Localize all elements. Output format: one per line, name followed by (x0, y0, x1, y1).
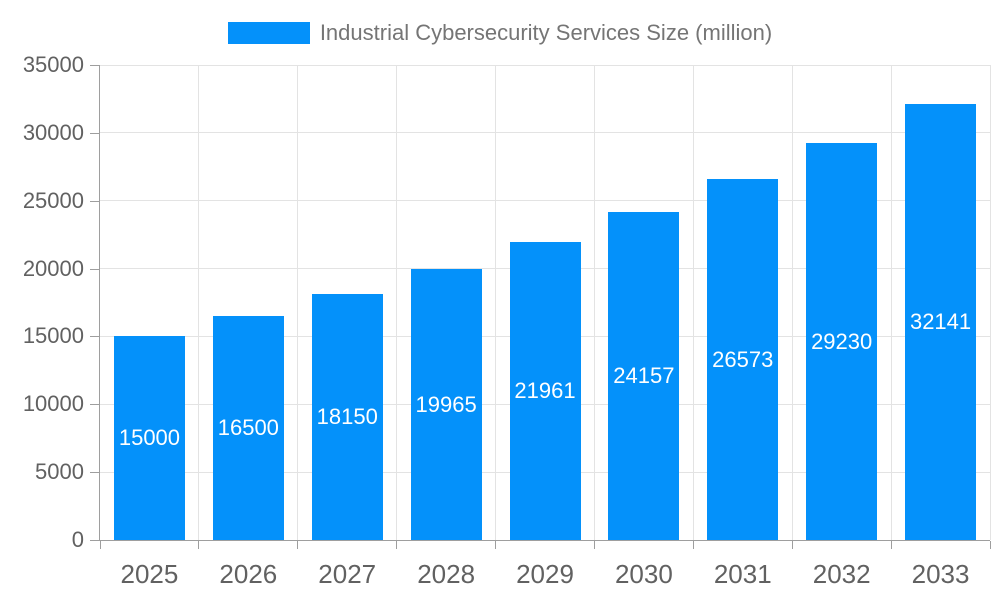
v-gridline (297, 65, 299, 540)
x-tick-label: 2028 (417, 559, 476, 589)
bar-value-label: 19965 (415, 391, 477, 417)
bar (608, 212, 680, 540)
h-gridline (100, 64, 990, 66)
v-gridline (989, 65, 991, 540)
y-tick (90, 65, 100, 66)
y-tick (90, 540, 100, 541)
y-axis-line (99, 65, 100, 540)
v-gridline (198, 65, 200, 540)
legend[interactable]: Industrial Cybersecurity Services Size (… (0, 21, 1000, 45)
bar-value-label: 16500 (217, 415, 279, 441)
v-gridline (396, 65, 398, 540)
y-tick-label: 15000 (22, 323, 84, 349)
x-tick-label: 2033 (911, 559, 970, 589)
x-tick (989, 541, 991, 549)
bar (509, 241, 581, 540)
bar (905, 103, 977, 540)
v-gridline (593, 65, 595, 540)
y-tick-label: 5000 (35, 459, 84, 485)
y-tick-label: 10000 (22, 391, 84, 417)
bar-value-label: 29230 (811, 328, 873, 354)
y-tick-label: 25000 (22, 187, 84, 213)
x-tick-label: 2026 (219, 559, 278, 589)
bar (311, 293, 383, 540)
x-tick (99, 541, 101, 549)
x-tick (297, 541, 299, 549)
bar (212, 316, 284, 540)
x-tick (890, 541, 892, 549)
bar-value-label: 18150 (316, 403, 378, 429)
v-gridline (495, 65, 497, 540)
x-tick (198, 541, 200, 549)
v-gridline (692, 65, 694, 540)
x-tick-label: 2030 (614, 559, 673, 589)
y-tick (90, 268, 100, 270)
x-tick (692, 541, 694, 549)
bar-value-label: 32141 (909, 308, 972, 334)
h-gridline (100, 200, 990, 202)
h-gridline (100, 132, 990, 134)
y-tick-label: 30000 (22, 119, 84, 145)
x-tick-label: 2032 (812, 559, 871, 589)
y-tick (90, 404, 100, 406)
legend-swatch-icon (227, 22, 310, 44)
bar-value-label: 26573 (712, 346, 774, 372)
y-tick (90, 336, 100, 338)
bar-value-label: 24157 (613, 363, 675, 389)
x-tick (593, 541, 595, 549)
bar (113, 336, 185, 540)
y-tick (90, 472, 100, 474)
v-gridline (791, 65, 793, 540)
y-tick-label: 35000 (22, 52, 84, 77)
bar-value-label: 15000 (118, 425, 181, 451)
v-gridline (890, 65, 892, 540)
legend-label: Industrial Cybersecurity Services Size (… (319, 20, 773, 45)
x-tick (791, 541, 793, 549)
x-tick-label: 2029 (516, 559, 574, 589)
bar (410, 269, 482, 540)
x-tick (495, 541, 497, 549)
bar (806, 143, 878, 540)
x-tick-label: 2031 (713, 559, 772, 589)
y-tick (90, 132, 100, 134)
x-axis-line (100, 540, 990, 541)
x-tick-label: 2025 (120, 559, 179, 589)
y-tick-label: 20000 (22, 255, 84, 281)
x-tick (396, 541, 398, 549)
bar-value-label: 21961 (514, 377, 576, 403)
x-tick-label: 2027 (318, 559, 377, 589)
bar (707, 179, 779, 540)
y-tick (90, 200, 100, 202)
y-tick-label: 0 (71, 527, 84, 552)
